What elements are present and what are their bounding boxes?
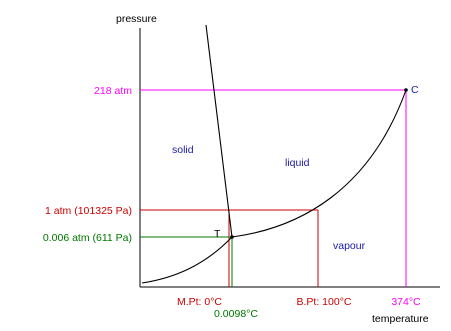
temperature-label-triple: 0.0098°C: [214, 308, 258, 320]
temperature-label-melting: M.Pt: 0°C: [177, 296, 222, 308]
triple-point-marker: [230, 235, 234, 239]
pressure-label-one-atm: 1 atm (101325 Pa): [45, 205, 132, 217]
region-solid: solid: [172, 144, 194, 156]
fusion-curve: [205, 24, 233, 238]
region-liquid: liquid: [285, 157, 310, 169]
pressure-label-triple: 0.006 atm (611 Pa): [43, 232, 132, 244]
x-axis-label: temperature: [372, 313, 429, 325]
temperature-label-boiling: B.Pt: 100°C: [297, 296, 352, 308]
region-vapour: vapour: [333, 240, 366, 252]
pressure-label-critical: 218 atm: [94, 85, 132, 97]
triple-point-label: T: [214, 228, 221, 240]
temperature-label-critical: 374°C: [391, 296, 421, 308]
vaporisation-curve: [231, 89, 407, 238]
sublimation-curve: [141, 236, 233, 284]
critical-point-marker: [404, 88, 408, 92]
y-axis-label: pressure: [116, 13, 157, 25]
critical-point-label: C: [411, 84, 419, 96]
